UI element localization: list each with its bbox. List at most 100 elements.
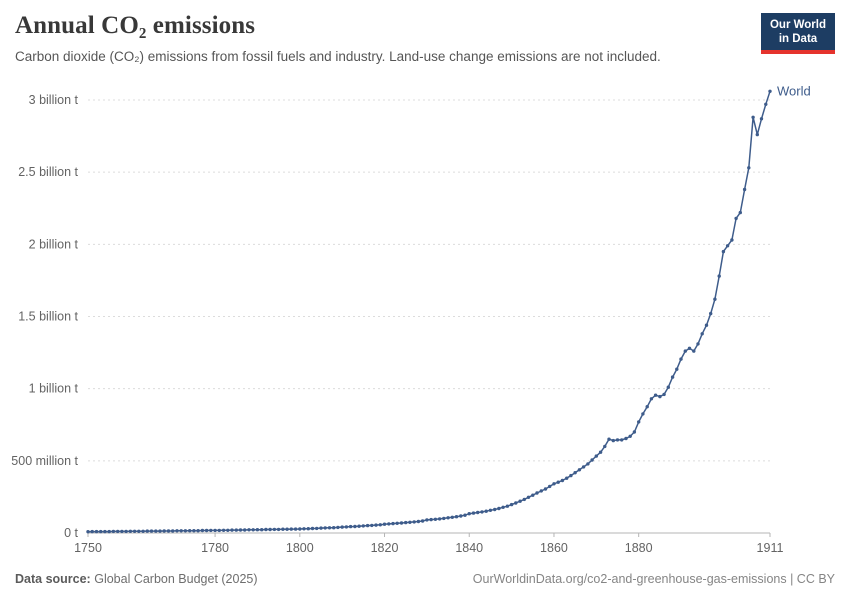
data-point bbox=[171, 529, 175, 533]
data-point bbox=[124, 529, 128, 534]
data-point bbox=[679, 357, 683, 361]
data-point bbox=[526, 495, 531, 499]
data-point bbox=[175, 529, 179, 533]
data-point bbox=[641, 412, 645, 416]
x-axis-tick-label: 1820 bbox=[371, 541, 399, 555]
series-label-world[interactable]: World bbox=[777, 83, 811, 98]
data-point bbox=[120, 529, 124, 534]
data-point bbox=[412, 520, 416, 524]
data-source-label: Data source: bbox=[15, 572, 91, 586]
data-point bbox=[467, 512, 471, 516]
data-point bbox=[213, 528, 217, 533]
data-point bbox=[137, 529, 141, 533]
data-point bbox=[658, 394, 662, 399]
data-point bbox=[264, 527, 268, 532]
x-axis-tick-label: 1780 bbox=[201, 541, 229, 555]
data-point bbox=[315, 526, 319, 531]
data-point bbox=[179, 529, 183, 533]
data-point bbox=[552, 482, 556, 486]
data-point bbox=[713, 297, 717, 301]
chart-footer: Data source: Global Carbon Budget (2025)… bbox=[15, 572, 835, 586]
data-point bbox=[332, 526, 336, 530]
data-point bbox=[738, 210, 742, 215]
data-point bbox=[730, 238, 734, 242]
data-point bbox=[442, 516, 446, 521]
data-point bbox=[289, 527, 293, 531]
data-point bbox=[285, 527, 289, 531]
data-point bbox=[463, 513, 467, 517]
data-source: Data source: Global Carbon Budget (2025) bbox=[15, 572, 258, 586]
data-point bbox=[700, 332, 704, 336]
data-point bbox=[395, 521, 399, 525]
data-point bbox=[361, 524, 365, 528]
data-point bbox=[531, 493, 535, 497]
data-point bbox=[226, 528, 230, 532]
data-point bbox=[518, 499, 522, 503]
data-point bbox=[586, 462, 590, 466]
data-point bbox=[281, 527, 285, 531]
data-point bbox=[509, 502, 514, 507]
data-point bbox=[437, 517, 442, 521]
data-point bbox=[327, 526, 332, 530]
data-point bbox=[99, 529, 103, 534]
line-chart-canvas[interactable]: 0 t 500 million t 1 billion t 1.5 billion t… bbox=[0, 78, 850, 558]
data-point bbox=[539, 489, 543, 493]
data-point bbox=[209, 528, 213, 533]
data-point bbox=[221, 528, 226, 532]
data-point bbox=[497, 506, 501, 511]
data-point bbox=[535, 491, 539, 495]
data-point bbox=[747, 166, 751, 170]
owid-logo[interactable]: Our World in Data bbox=[761, 13, 835, 54]
data-point bbox=[764, 102, 768, 106]
data-point bbox=[217, 528, 221, 533]
data-point bbox=[319, 526, 323, 530]
chart-subtitle: Carbon dioxide (CO₂) emissions from foss… bbox=[15, 49, 661, 64]
data-point bbox=[145, 529, 149, 533]
data-point bbox=[90, 529, 94, 534]
data-point bbox=[670, 375, 675, 379]
data-point bbox=[577, 468, 582, 472]
data-point bbox=[234, 528, 238, 532]
y-axis-tick-label: 500 million t bbox=[11, 454, 78, 468]
data-point bbox=[687, 346, 692, 350]
data-point bbox=[302, 527, 306, 531]
data-point bbox=[548, 484, 552, 489]
data-point bbox=[505, 504, 510, 508]
chart-title: Annual CO₂ emissions bbox=[15, 12, 256, 39]
data-point bbox=[543, 487, 548, 491]
data-point bbox=[336, 525, 340, 530]
data-point bbox=[628, 434, 632, 438]
data-point bbox=[581, 465, 586, 469]
owid-logo-line1: Our World bbox=[769, 19, 826, 31]
data-point bbox=[391, 521, 395, 526]
data-point bbox=[734, 216, 738, 221]
y-axis-tick-label: 1.5 billion t bbox=[18, 310, 78, 324]
data-point bbox=[755, 132, 759, 137]
data-point bbox=[556, 480, 560, 484]
data-point bbox=[569, 473, 573, 478]
license-credit[interactable]: OurWorldinData.org/co2-and-greenhouse-ga… bbox=[472, 572, 835, 586]
data-point bbox=[298, 527, 302, 531]
data-point bbox=[268, 527, 272, 532]
data-point bbox=[662, 392, 666, 397]
data-point bbox=[454, 515, 459, 519]
data-point bbox=[759, 117, 764, 121]
data-point bbox=[645, 405, 649, 409]
data-point bbox=[276, 527, 281, 532]
y-axis-tick-label: 2.5 billion t bbox=[18, 165, 78, 179]
x-axis-tick-label: 1911 bbox=[757, 541, 784, 555]
y-axis-tick-label: 1 billion t bbox=[29, 382, 79, 396]
data-point bbox=[425, 518, 429, 522]
data-point bbox=[446, 516, 450, 520]
data-point bbox=[683, 349, 687, 353]
data-point bbox=[192, 529, 196, 533]
series-line-world[interactable] bbox=[87, 91, 771, 533]
data-point bbox=[598, 450, 603, 454]
data-point bbox=[116, 529, 120, 534]
data-point bbox=[382, 522, 387, 526]
data-point bbox=[306, 527, 310, 531]
data-point bbox=[340, 525, 344, 529]
data-point bbox=[260, 528, 264, 532]
data-point bbox=[420, 519, 425, 523]
